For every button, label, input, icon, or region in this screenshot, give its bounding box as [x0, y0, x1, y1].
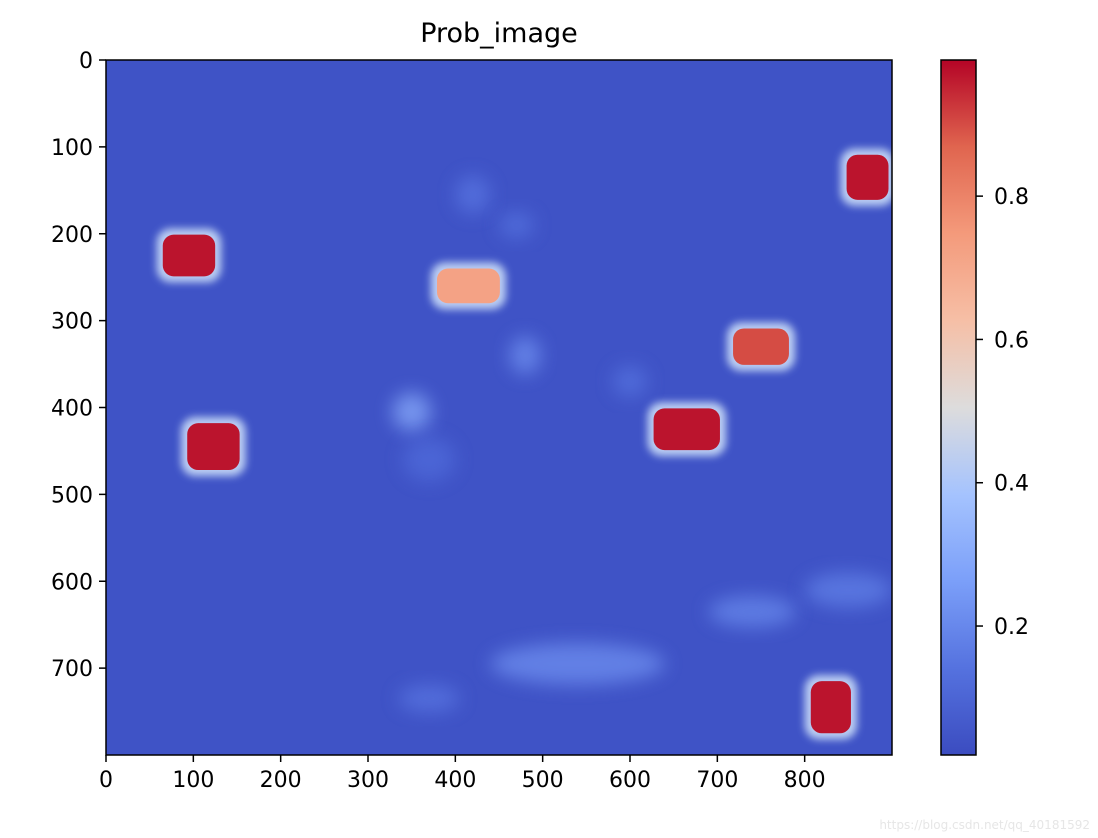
probability-blob-7 — [804, 675, 858, 740]
faint-region-9 — [398, 684, 460, 713]
probability-blob-2 — [156, 228, 222, 283]
x-tick-label: 400 — [434, 768, 476, 793]
y-axis: 0 100 200 300 400 500 600 700 — [51, 49, 106, 682]
faint-region-2 — [509, 336, 541, 375]
colorbar-gradient — [940, 59, 977, 756]
blob-core — [810, 681, 851, 734]
high-probability-blobs — [156, 148, 892, 740]
x-axis: 0 100 200 300 400 500 600 700 800 — [99, 755, 826, 793]
watermark-text: https://blog.csdn.net/qq_40181592 — [879, 818, 1090, 832]
faint-region-6 — [490, 642, 665, 685]
x-tick-label: 800 — [784, 768, 826, 793]
x-tick-label: 700 — [696, 768, 738, 793]
colorbar-tick-label: 0.6 — [994, 328, 1029, 353]
blob-core — [162, 234, 216, 277]
heatmap-plot-area — [105, 59, 893, 756]
probability-blob-5 — [647, 402, 727, 457]
y-tick-label: 400 — [51, 397, 93, 422]
faint-region-8 — [804, 572, 892, 608]
faint-region-1 — [392, 392, 431, 431]
colorbar-tick-label: 0.8 — [994, 185, 1029, 210]
y-tick-label: 600 — [51, 570, 93, 595]
probability-blob-6 — [181, 417, 246, 477]
x-tick-label: 300 — [347, 768, 389, 793]
y-tick-label: 100 — [51, 136, 93, 161]
blob-core — [653, 408, 720, 451]
x-tick-label: 600 — [609, 768, 651, 793]
x-tick-label: 200 — [260, 768, 302, 793]
faint-region-4 — [499, 212, 534, 239]
y-tick-label: 200 — [51, 223, 93, 248]
blob-core — [733, 328, 789, 365]
faint-regions — [392, 175, 892, 713]
chart-title: Prob_image — [420, 18, 578, 49]
probability-blob-1 — [840, 148, 892, 206]
probability-blob-4 — [726, 322, 796, 372]
colorbar-tick-label: 0.4 — [994, 472, 1029, 497]
x-tick-label: 100 — [172, 768, 214, 793]
faint-region-7 — [708, 596, 796, 628]
colorbar-tick-label: 0.2 — [994, 615, 1029, 640]
colorbar: 0.2 0.4 0.6 0.8 — [940, 59, 1029, 756]
x-tick-label: 0 — [99, 768, 113, 793]
colorbar-ticks: 0.2 0.4 0.6 0.8 — [976, 185, 1029, 640]
blob-core — [187, 423, 240, 471]
blob-core — [436, 268, 500, 304]
faint-region-3 — [455, 175, 491, 214]
probability-blob-3 — [430, 262, 506, 310]
y-tick-label: 0 — [79, 49, 93, 74]
x-tick-label: 500 — [522, 768, 564, 793]
blob-core — [846, 154, 889, 200]
heatmap-background — [106, 60, 892, 755]
faint-region-5 — [612, 365, 648, 398]
faint-region-10 — [402, 437, 456, 482]
y-tick-label: 300 — [51, 310, 93, 335]
y-tick-label: 500 — [51, 483, 93, 508]
y-tick-label: 700 — [51, 657, 93, 682]
